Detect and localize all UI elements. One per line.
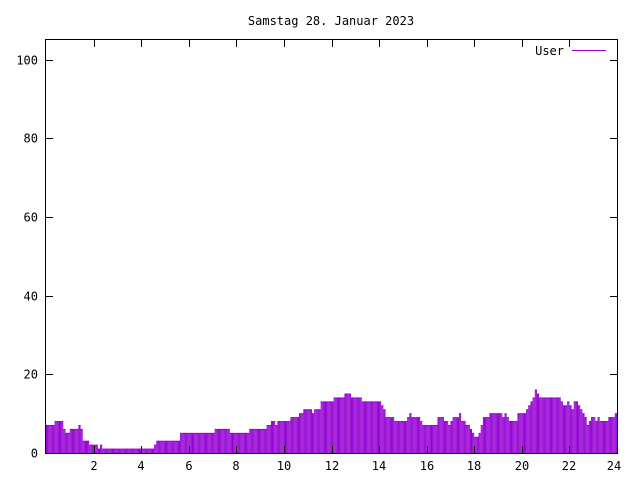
x-tick-label: 14 [372,459,386,473]
chart-title: Samstag 28. Januar 2023 [248,14,414,28]
y-tick-label: 80 [24,132,38,146]
y-tick-label: 20 [24,368,38,382]
y-tick-label: 100 [16,54,38,68]
x-axis: 2 4 6 8 10 12 14 16 18 20 22 24 [90,40,621,473]
y-axis: 0 20 40 60 80 100 [16,54,617,461]
x-tick-label: 18 [467,459,481,473]
x-tick-label: 4 [137,459,144,473]
x-tick-label: 22 [562,459,576,473]
legend: User [535,44,606,58]
bars-layer [46,389,617,453]
x-tick-label: 20 [515,459,529,473]
y-tick-label: 60 [24,211,38,225]
legend-label: User [535,44,564,58]
x-tick-label: 10 [277,459,291,473]
x-tick-label: 2 [90,459,97,473]
plot-frame [45,39,618,454]
x-tick-label: 12 [325,459,339,473]
y-tick-label: 0 [31,447,38,461]
x-tick-label: 16 [420,459,434,473]
y-tick-label: 40 [24,290,38,304]
x-tick-label: 6 [185,459,192,473]
x-tick-label: 8 [232,459,239,473]
x-tick-label: 24 [607,459,621,473]
